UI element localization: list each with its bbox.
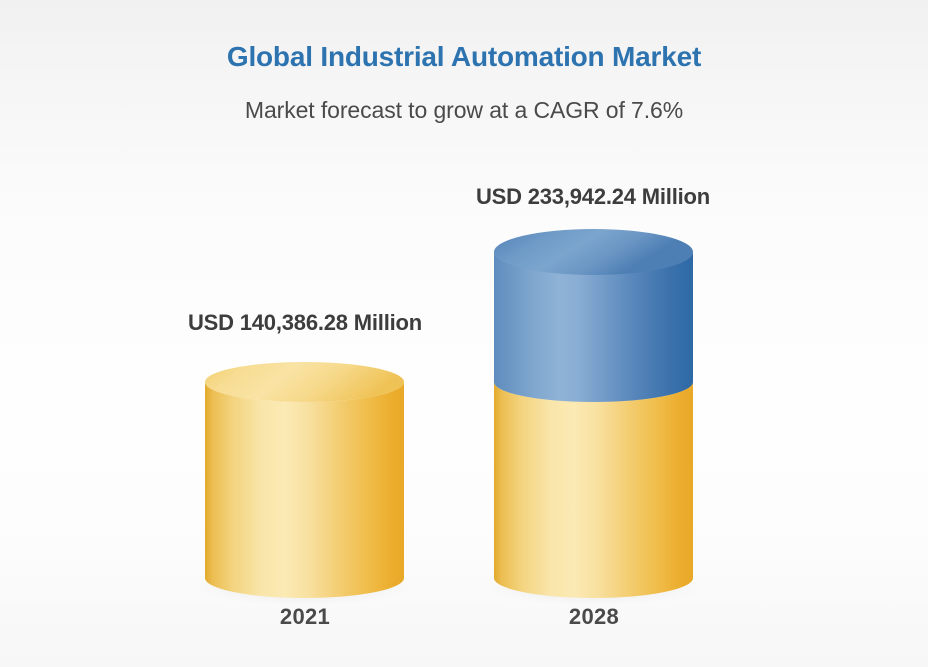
bar-2028-upper-top-ellipse	[494, 229, 693, 275]
bar-2028-lower-body	[494, 382, 693, 598]
bar-2021-value-label: USD 140,386.28 Million	[187, 310, 423, 335]
page-title: Global Industrial Automation Market	[226, 41, 702, 72]
bar-2021[interactable]	[192, 362, 417, 605]
bar-2021-body	[205, 382, 404, 598]
bar-2021-top-ellipse	[205, 362, 404, 402]
category-label-2021: 2021	[279, 604, 331, 629]
bar-2028-value-label: USD 233,942.24 Million	[475, 184, 711, 209]
chart-subtitle: Market forecast to grow at a CAGR of 7.6…	[244, 97, 684, 123]
category-label-2028: 2028	[568, 604, 620, 629]
bar-2028-upper-body	[494, 252, 693, 402]
bar-2028[interactable]	[481, 229, 706, 605]
